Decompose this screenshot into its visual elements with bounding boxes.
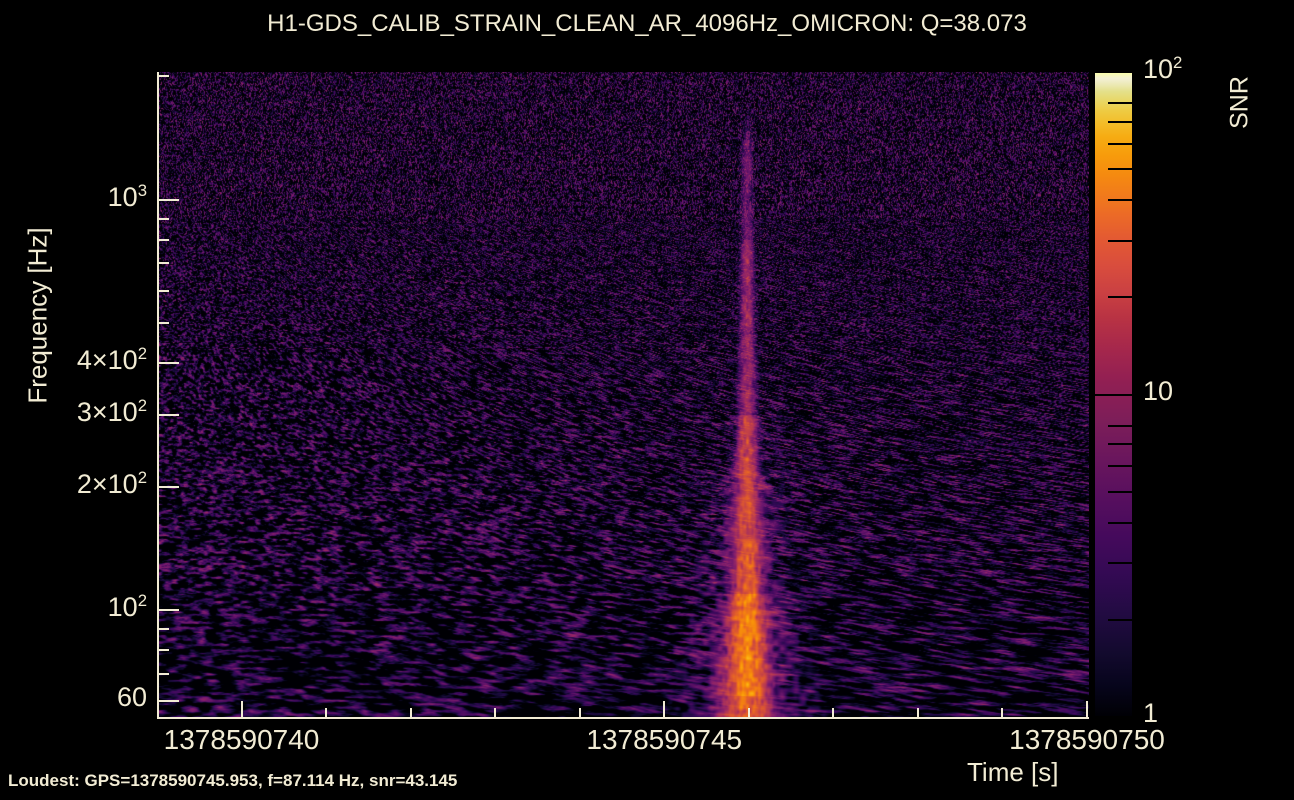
y-tick	[157, 238, 169, 241]
y-tick	[157, 289, 169, 292]
y-tick	[157, 262, 169, 265]
y-tick	[157, 649, 169, 652]
colorbar-tick	[1108, 443, 1132, 446]
y-tick-label: 103	[107, 180, 147, 212]
y-tick-label: 102	[107, 591, 147, 623]
y-tick-label: 60	[116, 682, 147, 713]
x-tick	[1086, 701, 1088, 717]
colorbar-tick	[1095, 716, 1132, 718]
y-tick-label: 2×102	[76, 467, 147, 499]
y-tick	[157, 362, 179, 365]
page-title: H1-GDS_CALIB_STRAIN_CLEAN_AR_4096Hz_OMIC…	[267, 10, 1027, 37]
colorbar-tick	[1108, 168, 1132, 171]
colorbar-tick	[1108, 296, 1132, 299]
colorbar-tick	[1108, 562, 1132, 565]
x-tick	[325, 708, 328, 717]
x-axis-label: Time [s]	[967, 757, 1059, 787]
colorbar-tick-label: 102	[1143, 53, 1183, 84]
colorbar-tick	[1108, 490, 1132, 493]
colorbar-tick	[1095, 393, 1132, 396]
y-tick	[157, 217, 169, 220]
colorbar-tick	[1108, 618, 1132, 621]
x-tick	[747, 708, 750, 717]
y-tick	[157, 75, 169, 78]
colorbar-tick	[1108, 142, 1132, 145]
colorbar-tick-label: 1	[1143, 698, 1159, 728]
colorbar-tick	[1108, 120, 1132, 123]
y-axis-label: Frequency [Hz]	[22, 227, 53, 404]
y-tick	[157, 672, 169, 675]
y-tick	[157, 413, 179, 416]
colorbar-tick	[1108, 102, 1132, 105]
colorbar-tick	[1108, 465, 1132, 468]
colorbar-tick	[1108, 239, 1132, 242]
x-tick-label: 1378590750	[1009, 724, 1165, 755]
x-tick-label: 1378590740	[163, 724, 320, 755]
spectrogram-plot-area	[157, 72, 1089, 719]
x-tick	[663, 701, 666, 717]
x-tick-label: 1378590745	[586, 724, 743, 755]
y-tick	[157, 198, 179, 201]
y-tick-label: 4×102	[76, 344, 147, 376]
colorbar-tick-label: 10	[1143, 375, 1174, 406]
x-tick	[240, 701, 243, 717]
x-tick	[832, 708, 835, 717]
y-tick	[157, 485, 179, 488]
y-tick	[157, 322, 169, 325]
x-tick	[409, 708, 412, 717]
loudest-event-status: Loudest: GPS=1378590745.953, f=87.114 Hz…	[8, 771, 458, 790]
colorbar-tick	[1108, 424, 1132, 427]
colorbar-tick	[1095, 71, 1132, 73]
x-tick	[916, 708, 919, 717]
colorbar-tick	[1108, 521, 1132, 524]
x-tick	[1001, 708, 1004, 717]
colorbar-tick	[1108, 199, 1132, 202]
x-tick	[578, 708, 581, 717]
y-tick-label: 3×102	[76, 395, 147, 427]
y-tick	[157, 700, 179, 703]
x-tick	[494, 708, 497, 717]
colorbar-label: SNR	[1225, 76, 1254, 129]
y-tick	[157, 628, 169, 631]
y-tick	[157, 609, 179, 612]
spectrogram-canvas	[159, 72, 1089, 717]
